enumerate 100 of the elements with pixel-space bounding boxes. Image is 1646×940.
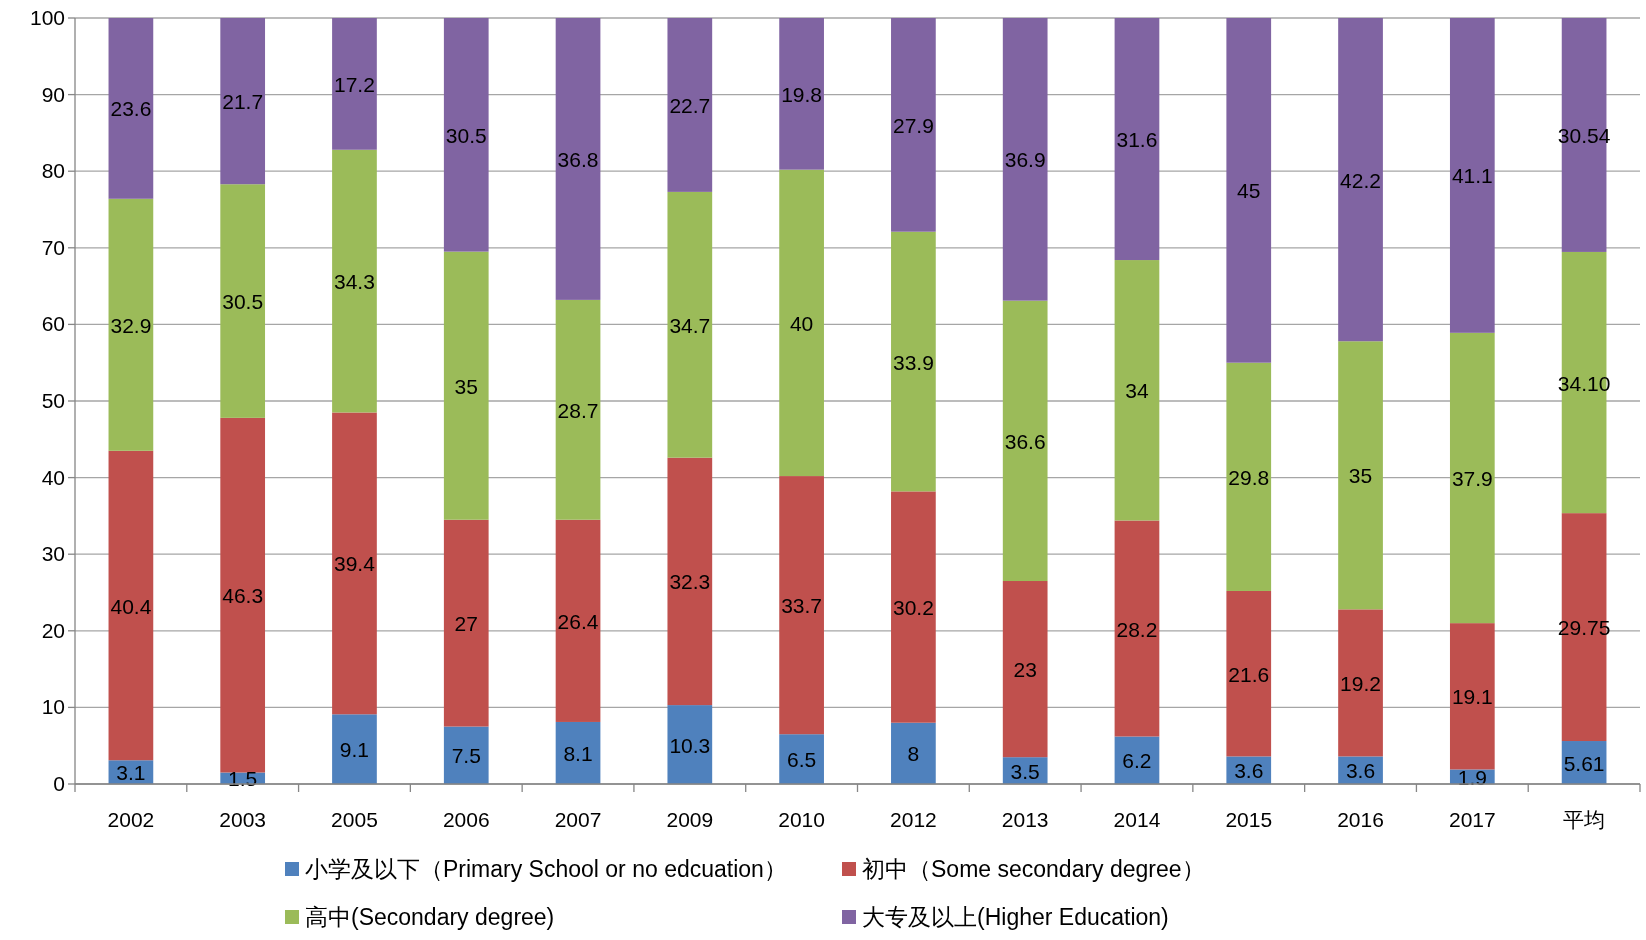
y-tick-label: 30 — [41, 542, 65, 566]
bar — [891, 231, 936, 492]
data-label: 21.6 — [1228, 662, 1270, 686]
data-label: 27 — [454, 612, 478, 636]
bar — [1338, 609, 1383, 757]
data-label: 31.6 — [1116, 128, 1158, 152]
bar — [891, 722, 936, 784]
data-label: 35 — [454, 374, 478, 398]
y-tick-label: 20 — [41, 618, 65, 642]
data-label: 30.5 — [445, 123, 487, 147]
data-label: 28.2 — [1116, 617, 1158, 641]
bar — [443, 726, 489, 784]
bar — [443, 18, 489, 252]
bar — [108, 198, 154, 451]
legend-label: 初中（Some secondary degree） — [862, 856, 1205, 882]
bar — [332, 18, 377, 150]
x-tick-label: 2002 — [107, 808, 155, 831]
data-label: 1.5 — [228, 767, 258, 791]
bar — [108, 18, 154, 199]
bar — [220, 18, 266, 185]
bar — [1338, 18, 1383, 342]
bar — [332, 714, 377, 784]
bar — [779, 169, 824, 477]
data-label: 26.4 — [557, 609, 599, 633]
x-tick-label: 2009 — [666, 808, 714, 831]
data-label: 5.61 — [1563, 751, 1605, 775]
y-tick-label: 70 — [41, 235, 65, 259]
data-label: 34 — [1125, 379, 1149, 403]
data-label: 3.5 — [1010, 759, 1040, 783]
data-label: 30.2 — [892, 596, 934, 620]
bar — [667, 191, 713, 458]
data-label: 8.1 — [563, 741, 593, 765]
data-label: 42.2 — [1340, 168, 1381, 192]
data-label: 40.4 — [110, 594, 152, 618]
data-label: 35 — [1348, 464, 1373, 488]
data-label: 3.1 — [116, 761, 146, 785]
data-label: 39.4 — [334, 552, 376, 576]
data-label: 3.6 — [1345, 759, 1376, 783]
bar — [220, 417, 266, 773]
legend-label: 大专及以上(Higher Education) — [862, 904, 1169, 930]
data-label: 19.2 — [1340, 671, 1381, 695]
data-label: 36.8 — [557, 147, 599, 171]
data-label: 23.6 — [110, 97, 152, 121]
bar — [779, 18, 824, 170]
bar — [332, 412, 377, 715]
data-label: 10.3 — [669, 733, 711, 757]
bar — [667, 705, 713, 784]
bar — [1002, 18, 1048, 301]
bar — [1226, 18, 1272, 363]
bar — [667, 18, 713, 192]
data-label: 33.7 — [781, 594, 823, 618]
bar — [779, 476, 824, 735]
data-label: 36.6 — [1004, 429, 1046, 453]
data-label: 33.9 — [892, 350, 934, 374]
bar — [667, 457, 713, 706]
data-label: 3.6 — [1234, 759, 1264, 783]
bar — [220, 184, 266, 418]
y-tick-label: 50 — [41, 389, 65, 412]
x-tick-label: 2016 — [1337, 808, 1384, 831]
x-tick-label: 2006 — [442, 808, 490, 831]
y-tick-label: 10 — [41, 695, 65, 719]
bar — [555, 18, 601, 300]
data-label: 9.1 — [339, 738, 370, 762]
data-label: 8 — [907, 742, 920, 766]
bar — [1226, 590, 1272, 757]
data-label: 41.1 — [1451, 164, 1493, 188]
legend-label: 小学及以下（Primary School or no edcuation） — [305, 856, 787, 882]
data-label: 30.5 — [222, 290, 264, 314]
bar — [1449, 332, 1495, 624]
y-tick-label: 100 — [29, 6, 65, 29]
bar — [1449, 18, 1495, 333]
bar — [1002, 581, 1048, 758]
data-label: 7.5 — [451, 744, 481, 768]
data-label: 6.2 — [1122, 749, 1152, 773]
data-label: 32.3 — [669, 570, 711, 594]
y-tick-label: 0 — [53, 772, 65, 795]
bar — [443, 519, 489, 727]
y-tick-label: 90 — [41, 82, 65, 106]
data-label: 27.9 — [892, 113, 934, 137]
data-label: 23 — [1013, 658, 1037, 682]
bar — [1338, 341, 1383, 610]
data-label: 17.2 — [334, 72, 375, 96]
data-label: 40 — [789, 311, 814, 335]
y-tick-label: 60 — [41, 312, 65, 336]
x-tick-label: 平均 — [1563, 808, 1606, 831]
bar — [1114, 520, 1160, 737]
data-label: 32.9 — [110, 313, 152, 337]
data-label: 29.8 — [1228, 465, 1270, 489]
data-label: 19.1 — [1451, 685, 1493, 709]
bar — [555, 299, 601, 520]
x-tick-label: 2005 — [331, 808, 378, 831]
data-label: 37.9 — [1451, 466, 1493, 490]
x-tick-label: 2007 — [554, 808, 602, 831]
bar — [891, 491, 936, 723]
bar — [1449, 623, 1495, 770]
x-tick-label: 2015 — [1225, 808, 1273, 831]
y-tick-label: 40 — [41, 465, 65, 489]
x-tick-label: 2012 — [890, 808, 937, 831]
x-tick-label: 2017 — [1448, 808, 1496, 831]
bar — [443, 251, 489, 520]
